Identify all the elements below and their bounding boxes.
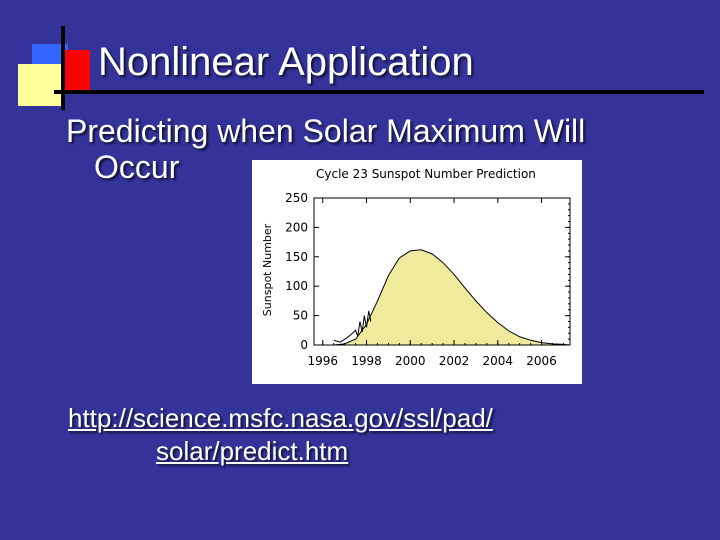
deco-vertical-line [61, 26, 65, 110]
bullet-line-2: Occur [94, 148, 180, 185]
x-tick-label: 2004 [483, 354, 514, 368]
link-line-1[interactable]: http://science.msfc.nasa.gov/ssl/pad/ [68, 403, 493, 433]
bullet-line-1: Predicting when Solar Maximum Will [66, 113, 586, 149]
y-tick-label: 250 [285, 191, 308, 205]
link-line-2[interactable]: solar/predict.htm [156, 435, 349, 466]
x-tick-label: 2006 [526, 354, 557, 368]
deco-yellow-square [18, 64, 64, 106]
plot-frame [313, 197, 571, 346]
y-tick-label: 0 [300, 338, 308, 352]
source-link[interactable]: http://science.msfc.nasa.gov/ssl/pad/ so… [68, 402, 493, 467]
y-tick-label: 200 [285, 220, 308, 234]
y-tick-label: 50 [293, 309, 308, 323]
deco-red-square [64, 50, 90, 90]
sunspot-chart: Cycle 23 Sunspot Number Prediction Sunsp… [252, 160, 582, 384]
deco-horizontal-line [54, 90, 704, 94]
x-tick-label: 1996 [307, 354, 338, 368]
slide-title: Nonlinear Application [98, 40, 474, 84]
bullet-text: Predicting when Solar Maximum Will Occur [66, 113, 586, 186]
x-tick-label: 2002 [439, 354, 470, 368]
chart-y-axis-label: Sunspot Number [261, 223, 274, 316]
chart-svg: Cycle 23 Sunspot Number Prediction Sunsp… [261, 167, 571, 368]
x-tick-label: 2000 [395, 354, 426, 368]
y-tick-label: 150 [285, 250, 308, 264]
chart-title: Cycle 23 Sunspot Number Prediction [316, 167, 536, 181]
y-tick-label: 100 [285, 279, 308, 293]
x-tick-label: 1998 [351, 354, 382, 368]
observed-line [333, 310, 372, 343]
predicted-area [333, 249, 571, 346]
